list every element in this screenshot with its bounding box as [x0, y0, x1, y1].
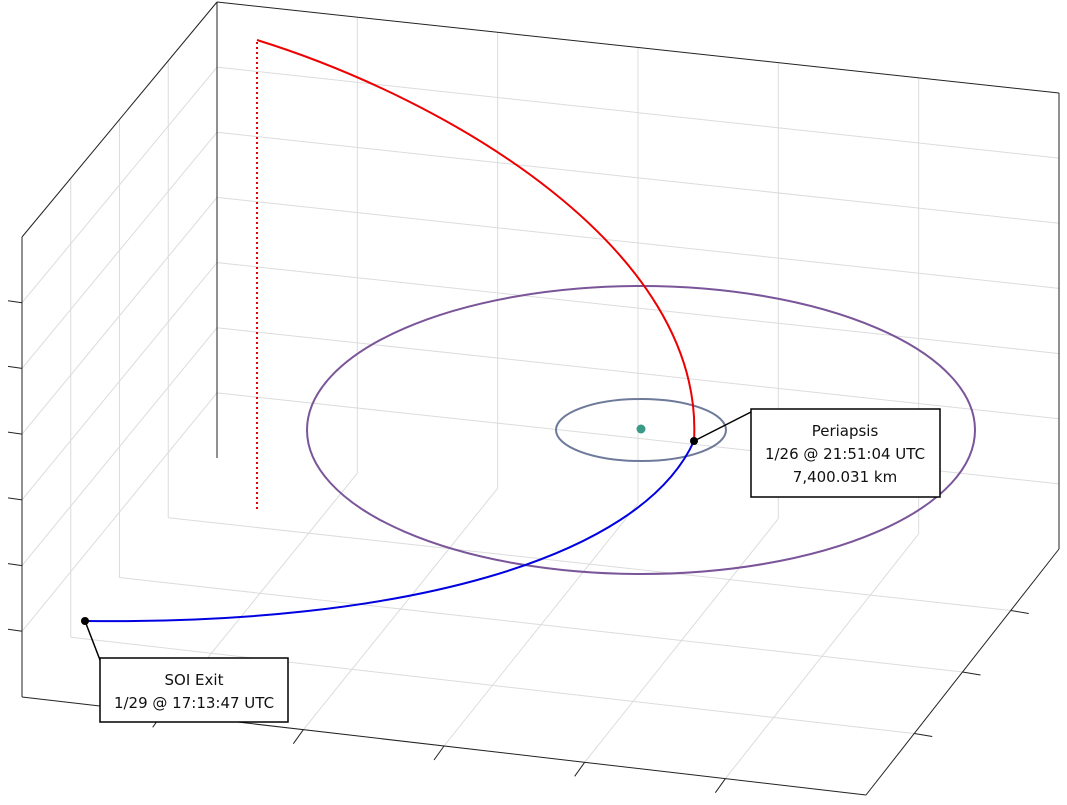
grid-line: [21, 66, 218, 304]
soi-exit-point: [81, 617, 89, 625]
tick-mark: [7, 563, 23, 567]
inner-orbit: [555, 398, 727, 462]
outer-orbit: [306, 285, 976, 575]
grid-line: [216, 327, 1060, 420]
tick-mark: [292, 729, 304, 744]
tick-mark: [433, 745, 445, 761]
grid-line: [21, 392, 218, 632]
leader-line: [84, 620, 101, 661]
outbound-trajectory: [84, 440, 695, 623]
tick-mark: [914, 733, 933, 737]
annotation-box: [99, 657, 289, 723]
grid-line: [216, 66, 1060, 159]
grid-line: [216, 262, 1060, 355]
grid-line: [21, 327, 218, 566]
tick-mark: [962, 671, 981, 676]
grid-line: [21, 131, 218, 369]
planet: [636, 424, 646, 434]
annotation-box: [750, 408, 941, 498]
tick-mark: [1010, 610, 1029, 614]
annotation-text: 1/26 @ 21:51:04 UTC: [765, 445, 925, 463]
annotation-text: 7,400.031 km: [793, 468, 897, 486]
annotation-text: 1/29 @ 17:13:47 UTC: [114, 694, 274, 712]
tick-mark: [7, 300, 23, 304]
annotation-text: SOI Exit: [165, 671, 224, 689]
tick-mark: [7, 497, 23, 501]
tick-mark: [7, 431, 23, 435]
tick-mark: [714, 778, 726, 793]
grid-line: [216, 131, 1060, 224]
annotation-text: Periapsis: [812, 422, 879, 440]
grid-line: [21, 262, 218, 501]
grid-line: [216, 196, 1060, 289]
leader-line: [693, 411, 752, 442]
grid-line: [168, 517, 1011, 611]
tick-mark: [7, 365, 23, 369]
inbound-trajectory: [256, 39, 696, 442]
tick-mark: [574, 762, 586, 777]
grid: [21, 17, 1060, 779]
grid-line: [21, 197, 218, 435]
periapsis-point: [690, 437, 698, 445]
grid-line: [119, 577, 963, 673]
grid-line: [70, 636, 915, 734]
tick-mark: [7, 628, 23, 632]
